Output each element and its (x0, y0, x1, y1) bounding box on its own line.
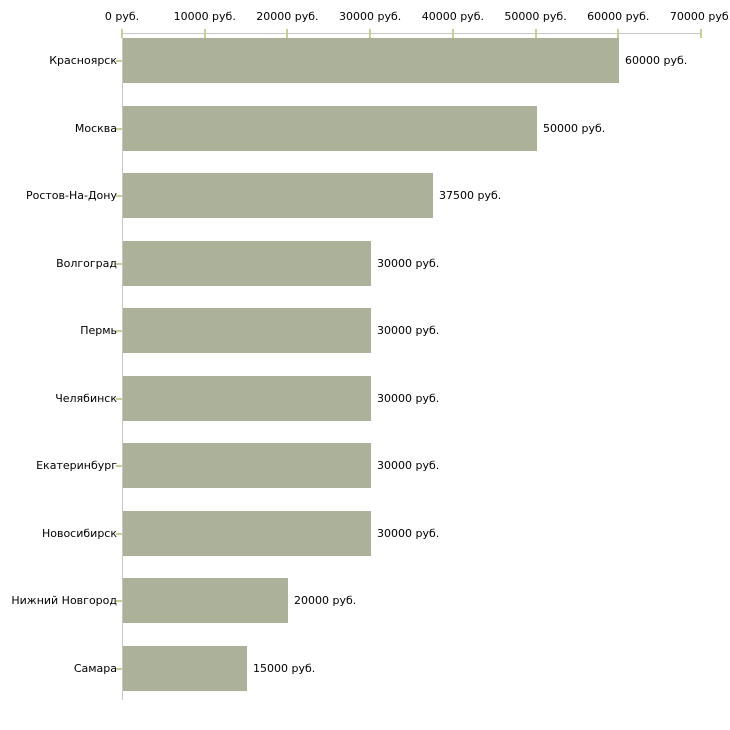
bar (123, 646, 247, 691)
bar (123, 511, 371, 556)
category-label: Челябинск (55, 392, 117, 405)
x-axis-tick-mark (121, 29, 123, 38)
bar (123, 376, 371, 421)
x-axis-tick-mark (451, 29, 454, 38)
x-axis-tick-label: 10000 руб. (173, 10, 236, 23)
category-label: Москва (74, 122, 117, 135)
x-axis-tick-label: 30000 руб. (339, 10, 402, 23)
y-axis-tick-mark (116, 668, 122, 670)
y-axis-line (122, 33, 123, 700)
y-axis-tick-mark (116, 533, 122, 535)
y-axis-tick-mark (116, 195, 122, 197)
x-axis-tick-mark (617, 29, 620, 38)
bar-value-label: 37500 руб. (439, 189, 502, 202)
x-axis-tick-label: 0 руб. (104, 10, 140, 23)
bar-value-label: 30000 руб. (377, 527, 440, 540)
y-axis-tick-mark (116, 398, 122, 400)
bar-value-label: 20000 руб. (294, 594, 357, 607)
x-axis-tick-mark (203, 29, 206, 38)
y-axis-tick-mark (116, 600, 122, 602)
bar-value-label: 15000 руб. (253, 662, 316, 675)
bar (123, 173, 433, 218)
x-axis-tick-label: 50000 руб. (504, 10, 567, 23)
y-axis-tick-mark (116, 330, 122, 332)
bar-value-label: 30000 руб. (377, 324, 440, 337)
category-label: Красноярск (49, 54, 117, 67)
x-axis-tick-mark (700, 29, 702, 38)
x-axis-tick-label: 20000 руб. (256, 10, 319, 23)
x-axis-tick-label: 40000 руб. (421, 10, 484, 23)
bar (123, 241, 371, 286)
category-label: Самара (73, 662, 117, 675)
category-label: Волгоград (56, 257, 117, 270)
x-axis-tick-mark (369, 29, 372, 38)
category-label: Екатеринбург (36, 459, 117, 472)
y-axis-tick-mark (116, 128, 122, 130)
y-axis-tick-mark (116, 263, 122, 265)
x-axis-tick-label: 70000 руб. (669, 10, 730, 23)
x-axis-tick-mark (286, 29, 289, 38)
bar-value-label: 30000 руб. (377, 392, 440, 405)
bar-value-label: 50000 руб. (543, 122, 606, 135)
category-label: Новосибирск (41, 527, 117, 540)
category-label: Пермь (80, 324, 117, 337)
bar-value-label: 30000 руб. (377, 459, 440, 472)
x-axis-tick-label: 60000 руб. (587, 10, 650, 23)
y-axis-tick-mark (116, 60, 122, 62)
bar (123, 106, 537, 151)
x-axis-tick-mark (534, 29, 537, 38)
bar-value-label: 60000 руб. (625, 54, 688, 67)
bar (123, 308, 371, 353)
bar (123, 443, 371, 488)
y-axis-tick-mark (116, 465, 122, 467)
category-label: Ростов-На-Дону (25, 189, 117, 202)
x-axis-line (122, 33, 701, 34)
bar (123, 578, 288, 623)
category-label: Нижний Новгород (11, 594, 117, 607)
bar-value-label: 30000 руб. (377, 257, 440, 270)
bar (123, 38, 619, 83)
